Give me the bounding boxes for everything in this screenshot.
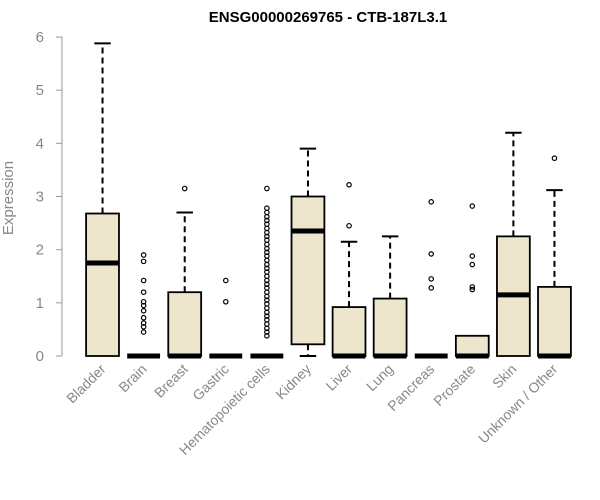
outlier-point (264, 253, 270, 259)
outlier-point (428, 276, 435, 282)
outlier-point (264, 285, 270, 291)
box (537, 285, 572, 357)
outlier-point (264, 301, 270, 307)
box-group (167, 185, 203, 359)
outlier-point (140, 289, 147, 296)
box-group (331, 182, 367, 359)
x-tick-label: Kidney (272, 361, 314, 403)
outlier-point (469, 284, 476, 290)
y-tick-label: 6 (36, 29, 44, 46)
x-tick-label: Prostate (430, 361, 478, 409)
outlier-point (140, 329, 147, 335)
outlier-point (469, 203, 476, 209)
outlier-point (264, 317, 270, 323)
y-axis-label: Expression (0, 161, 17, 235)
x-tick-label: Breast (151, 361, 191, 401)
x-tick-label: Lung (363, 361, 396, 394)
outlier-point (140, 258, 147, 265)
box-group (454, 203, 490, 359)
outlier-point (140, 302, 147, 309)
plot-area (85, 42, 572, 359)
outlier-point (264, 249, 270, 256)
outlier-point (346, 182, 352, 188)
box-group (372, 235, 408, 359)
outlier-point (264, 185, 270, 192)
outlier-point (264, 329, 270, 335)
y-tick-label: 1 (36, 295, 44, 312)
outlier-point (469, 253, 476, 259)
outlier-point (264, 237, 270, 243)
outlier-point (264, 221, 270, 227)
outlier-point (222, 277, 229, 284)
outlier-point (428, 285, 435, 291)
box (85, 212, 120, 357)
x-tick-label: Skin (489, 361, 520, 392)
x-tick-label: Brain (115, 361, 149, 395)
outlier-point (264, 217, 270, 224)
y-tick-label: 0 (36, 348, 44, 365)
x-tick-label: Liver (322, 361, 355, 394)
box-group (414, 199, 448, 359)
outlier-point (222, 298, 229, 305)
box-group (496, 131, 531, 357)
outlier-point (346, 222, 352, 229)
outlier-point (428, 251, 435, 257)
y-tick-label: 2 (36, 242, 44, 259)
box (290, 195, 326, 346)
outlier-point (140, 323, 147, 330)
outlier-point (140, 277, 147, 284)
y-axis: 0 1 2 3 4 5 6 (36, 29, 63, 365)
outlier-point (181, 185, 188, 192)
box (167, 291, 203, 357)
outlier-point (264, 332, 270, 339)
box (372, 297, 408, 357)
outlier-point (469, 286, 476, 293)
outlier-point (140, 298, 147, 305)
outlier-point (264, 297, 270, 303)
outlier-point (264, 205, 270, 211)
outlier-point (264, 313, 270, 319)
outlier-point (140, 308, 147, 314)
box-group (250, 185, 284, 359)
box (331, 306, 367, 357)
box (454, 334, 490, 357)
outlier-point (140, 320, 147, 326)
outlier-point (264, 281, 270, 288)
outlier-point (140, 314, 147, 321)
y-tick-label: 4 (36, 135, 44, 152)
outlier-point (469, 261, 476, 268)
y-tick-label: 3 (36, 189, 44, 206)
outlier-point (264, 265, 270, 272)
y-tick-label: 5 (36, 82, 44, 99)
outlier-point (264, 269, 270, 275)
outlier-point (551, 155, 558, 162)
box-group (209, 277, 243, 359)
box-group (127, 252, 161, 359)
outlier-point (428, 199, 435, 205)
outlier-point (140, 252, 147, 258)
box-group (290, 147, 326, 357)
chart-title: ENSG00000269765 - CTB-187L3.1 (209, 9, 447, 26)
box-group (537, 155, 572, 359)
x-tick-label: Bladder (63, 361, 109, 407)
outlier-point (264, 233, 270, 240)
box-group (85, 42, 120, 357)
